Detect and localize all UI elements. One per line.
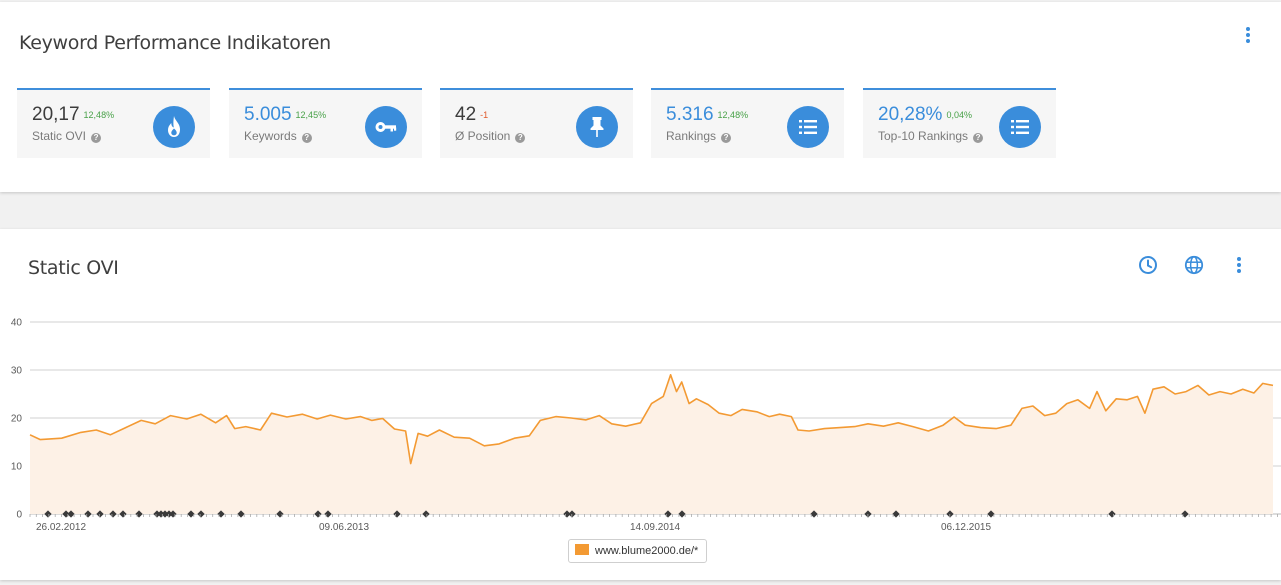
x-tick-label: 06.12.2015 — [941, 522, 991, 533]
event-marker — [422, 510, 430, 518]
help-icon[interactable]: ? — [973, 133, 984, 143]
legend-swatch — [575, 544, 589, 555]
kpi-tile-top10-rankings[interactable]: 20,28% 0,04% Top-10 Rankings? — [863, 88, 1056, 158]
event-marker — [197, 510, 205, 518]
legend-label: www.blume2000.de/* — [595, 545, 699, 557]
event-marker — [187, 510, 195, 518]
y-tick-label: 10 — [11, 462, 23, 473]
help-icon[interactable]: ? — [721, 133, 732, 143]
event-marker — [157, 510, 165, 518]
kpi-delta: 12,48% — [83, 110, 115, 120]
help-icon[interactable]: ? — [91, 133, 102, 143]
kpi-value: 5.005 12,45% — [244, 104, 327, 125]
kpi-label: Keywords? — [244, 129, 312, 143]
legend-item[interactable]: www.blume2000.de/* — [568, 539, 708, 563]
kpi-value: 5.316 12,48% — [666, 104, 749, 125]
help-icon[interactable]: ? — [301, 133, 312, 143]
kpi-tile-rankings[interactable]: 5.316 12,48% Rankings? — [651, 88, 844, 158]
kpi-more-vert-icon[interactable] — [1243, 26, 1253, 44]
chart-card-title: Static OVI — [28, 257, 119, 279]
kpi-value: 42 -1 — [455, 104, 489, 125]
kpi-card: Keyword Performance Indikatoren 20,17 12,… — [0, 2, 1281, 192]
y-tick-label: 20 — [11, 414, 23, 425]
kpi-value: 20,17 12,48% — [32, 104, 115, 125]
kpi-tile-keywords[interactable]: 5.005 12,45% Keywords? — [229, 88, 422, 158]
event-marker — [161, 510, 169, 518]
event-marker — [678, 510, 686, 518]
kpi-label: Ø Position? — [455, 129, 526, 143]
help-icon[interactable]: ? — [515, 133, 526, 143]
kpi-tile-position[interactable]: 42 -1 Ø Position? — [440, 88, 633, 158]
clock-icon[interactable] — [1138, 255, 1158, 275]
event-marker — [237, 510, 245, 518]
list-icon — [787, 106, 829, 148]
event-marker — [153, 510, 161, 518]
kpi-value: 20,28% 0,04% — [878, 104, 972, 125]
x-tick-label: 09.06.2013 — [319, 522, 369, 533]
kpi-label: Static OVI? — [32, 129, 102, 143]
kpi-card-title: Keyword Performance Indikatoren — [19, 32, 331, 54]
series-line — [29, 374, 1274, 465]
event-marker — [165, 510, 173, 518]
chart-more-vert-icon[interactable] — [1234, 256, 1244, 274]
pin-icon — [576, 106, 618, 148]
list-icon — [999, 106, 1041, 148]
event-marker — [810, 510, 818, 518]
key-icon — [365, 106, 407, 148]
flame-icon — [153, 106, 195, 148]
kpi-tile-static-ovi[interactable]: 20,17 12,48% Static OVI? — [17, 88, 210, 158]
globe-icon[interactable] — [1184, 255, 1204, 275]
event-marker — [987, 510, 995, 518]
static-ovi-chart: 0 10 20 30 40 26.02.2012 09.06.2013 14.09.2014… — [11, 318, 1281, 533]
kpi-label: Rankings? — [666, 129, 732, 143]
kpi-delta: 12,48% — [717, 110, 749, 120]
kpi-delta: -1 — [480, 110, 489, 120]
y-tick-label: 30 — [11, 366, 23, 377]
kpi-label: Top-10 Rankings? — [878, 129, 984, 143]
x-tick-label: 26.02.2012 — [36, 522, 86, 533]
x-tick-label: 14.09.2014 — [630, 522, 680, 533]
y-tick-label: 0 — [16, 510, 22, 521]
kpi-delta: 0,04% — [946, 110, 972, 120]
series-area — [30, 374, 1273, 514]
y-tick-label: 40 — [11, 318, 23, 329]
event-marker — [892, 510, 900, 518]
chart-card: Static OVI 0 10 20 30 40 26.02.2012 09.06.201… — [0, 229, 1281, 580]
kpi-delta: 12,45% — [295, 110, 327, 120]
